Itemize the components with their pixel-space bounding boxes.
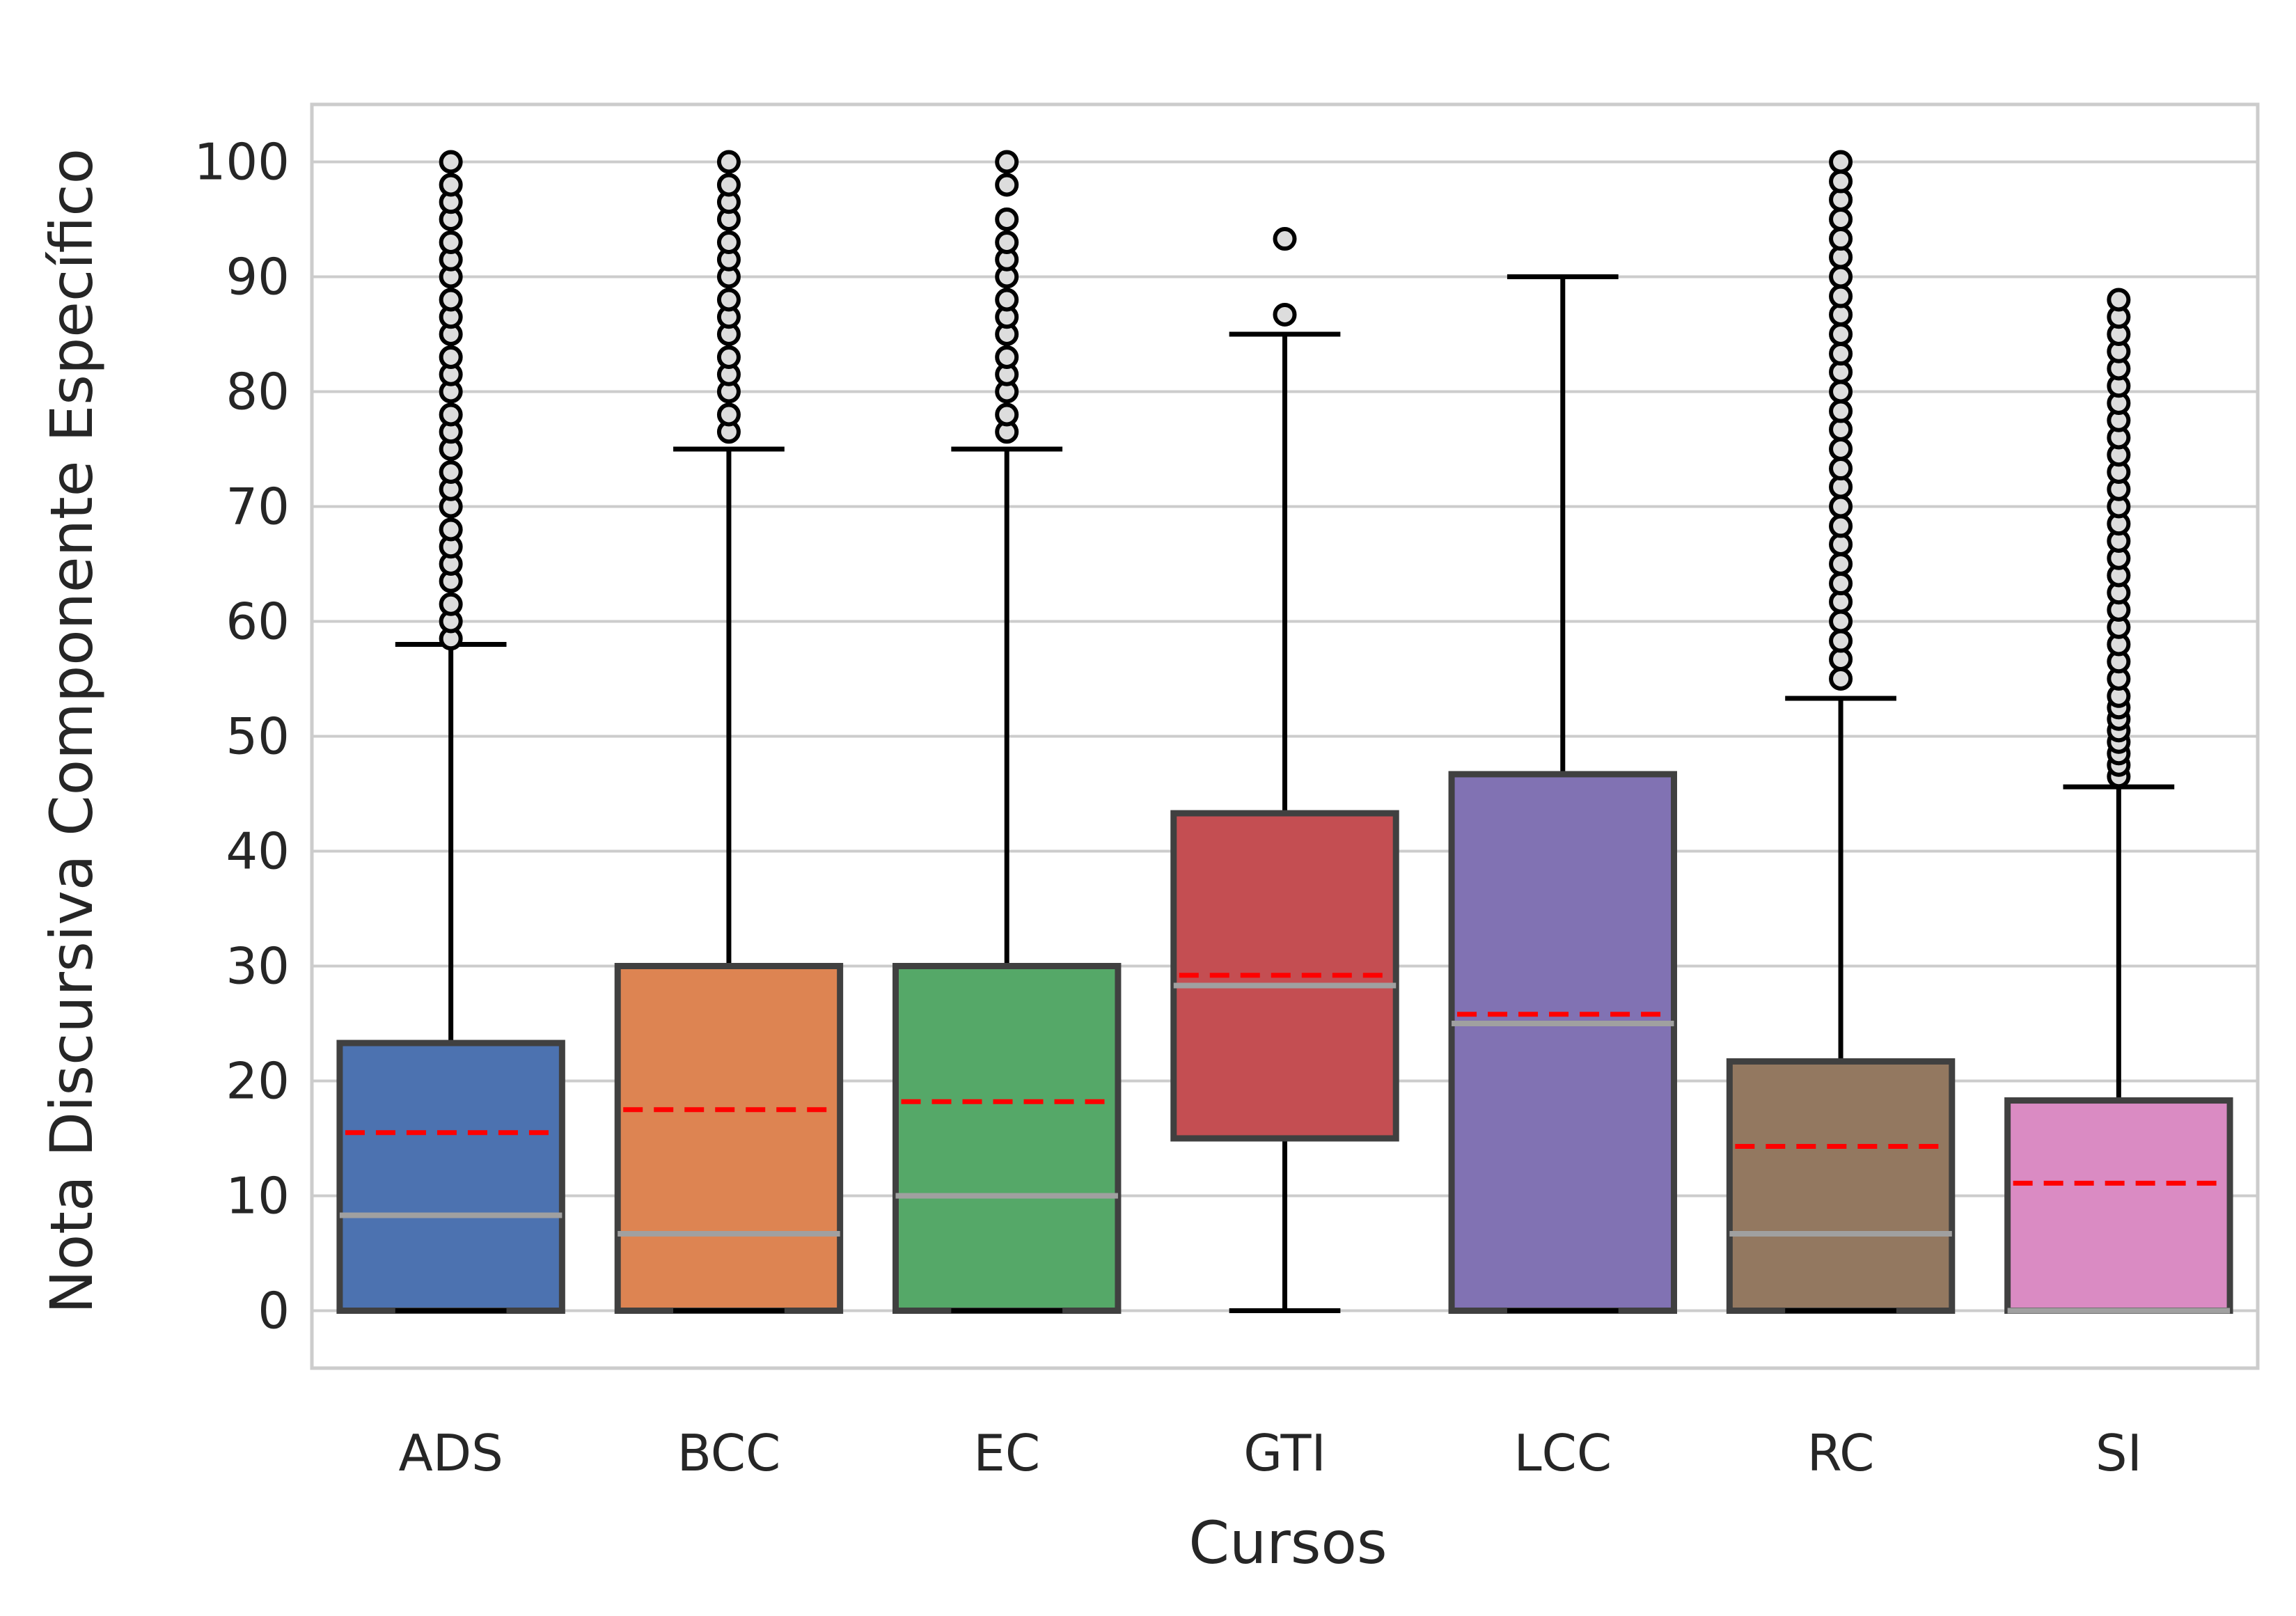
outlier-point bbox=[1829, 514, 1853, 538]
outlier-point bbox=[995, 345, 1019, 369]
outlier-point bbox=[1829, 379, 1853, 404]
outlier-point bbox=[439, 150, 463, 174]
box bbox=[1448, 771, 1678, 1314]
outlier-point bbox=[1829, 629, 1853, 653]
box-group bbox=[336, 150, 565, 1315]
outlier-point bbox=[1829, 437, 1853, 461]
outlier-point bbox=[1829, 322, 1853, 346]
y-tick-label: 40 bbox=[226, 822, 290, 881]
y-axis-label: Nota Discursiva Componente Específico bbox=[38, 148, 106, 1314]
outlier-point bbox=[439, 230, 463, 254]
x-tick-label: ADS bbox=[398, 1424, 503, 1482]
outlier-point bbox=[2107, 288, 2131, 312]
y-tick-label: 90 bbox=[226, 248, 290, 306]
outlier-point bbox=[439, 460, 463, 484]
box-group bbox=[1726, 150, 1956, 1314]
outlier-point bbox=[995, 173, 1019, 197]
outlier-point bbox=[716, 345, 741, 369]
box bbox=[1726, 1058, 1956, 1314]
box bbox=[614, 963, 844, 1314]
x-tick-label: SI bbox=[2096, 1424, 2142, 1482]
outlier-point bbox=[1829, 667, 1853, 691]
outlier-point bbox=[1273, 227, 1297, 251]
y-tick-label: 10 bbox=[226, 1167, 290, 1225]
outlier-point bbox=[1829, 399, 1853, 423]
outlier-point bbox=[716, 173, 741, 197]
box-group bbox=[1170, 227, 1399, 1313]
box-group bbox=[614, 150, 844, 1314]
outlier-point bbox=[1829, 150, 1853, 174]
box-group bbox=[893, 150, 1122, 1314]
y-tick-label: 100 bbox=[194, 133, 290, 191]
outlier-point bbox=[995, 150, 1019, 174]
outlier-point bbox=[1829, 494, 1853, 519]
box-group bbox=[1448, 274, 1678, 1314]
box bbox=[893, 963, 1122, 1314]
outlier-point bbox=[716, 288, 741, 312]
boxes bbox=[336, 150, 2233, 1315]
y-tick-label: 30 bbox=[226, 937, 290, 996]
y-tick-label: 70 bbox=[226, 478, 290, 536]
x-tick-label: BCC bbox=[677, 1424, 781, 1482]
outlier-point bbox=[439, 517, 463, 542]
outlier-point bbox=[1829, 169, 1853, 194]
outlier-point bbox=[439, 173, 463, 197]
y-tick-label: 80 bbox=[226, 363, 290, 421]
y-tick-label: 0 bbox=[258, 1282, 290, 1340]
y-tick-label: 50 bbox=[226, 707, 290, 766]
outlier-point bbox=[1829, 265, 1853, 289]
outlier-point bbox=[716, 402, 741, 427]
outlier-point bbox=[439, 288, 463, 312]
x-axis-label: Cursos bbox=[1188, 1509, 1387, 1577]
outlier-point bbox=[995, 230, 1019, 254]
box bbox=[2004, 1097, 2233, 1315]
box bbox=[336, 1040, 565, 1315]
y-tick-label: 60 bbox=[226, 593, 290, 651]
outlier-point bbox=[995, 402, 1019, 427]
x-tick-label: GTI bbox=[1243, 1424, 1326, 1482]
outlier-point bbox=[1829, 207, 1853, 231]
outlier-point bbox=[1829, 342, 1853, 366]
outlier-point bbox=[716, 230, 741, 254]
outlier-point bbox=[1829, 572, 1853, 596]
outlier-point bbox=[439, 592, 463, 616]
outlier-point bbox=[1829, 227, 1853, 251]
outlier-point bbox=[995, 207, 1019, 231]
outlier-point bbox=[995, 288, 1019, 312]
y-tick-label: 20 bbox=[226, 1052, 290, 1111]
outlier-point bbox=[1273, 302, 1297, 327]
x-tick-label: LCC bbox=[1513, 1424, 1612, 1482]
outlier-point bbox=[1829, 284, 1853, 308]
outlier-point bbox=[439, 402, 463, 427]
outlier-point bbox=[439, 345, 463, 369]
box-group bbox=[2004, 288, 2233, 1315]
outlier-point bbox=[1829, 609, 1853, 634]
x-tick-label: RC bbox=[1807, 1424, 1875, 1482]
x-tick-label: EC bbox=[973, 1424, 1040, 1482]
tick-labels: 0 10 20 30 40 50 60 70 80 90 100 ADS BCC EC GTI LCC RC SI bbox=[194, 133, 2142, 1483]
outlier-point bbox=[716, 150, 741, 174]
outlier-point bbox=[1829, 457, 1853, 481]
outlier-point bbox=[1829, 552, 1853, 576]
